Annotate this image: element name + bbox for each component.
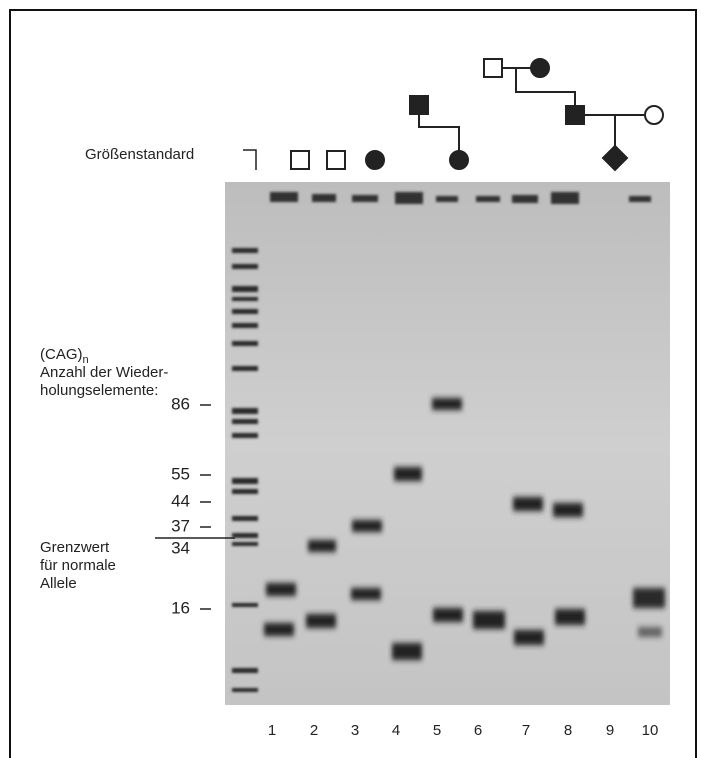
lane-number: 6 [474, 722, 482, 739]
wells [270, 192, 651, 204]
size-labels: 86 55 44 37 34 16 [171, 394, 211, 617]
line [515, 68, 576, 106]
filled-circle [365, 150, 385, 170]
filled-circle [530, 58, 550, 78]
open-circle [644, 105, 664, 125]
size-label: 55 [171, 464, 190, 483]
repeat-text: (CAG) [40, 346, 83, 363]
open-square [483, 58, 503, 78]
open-square [290, 150, 310, 170]
pedigree [290, 58, 664, 172]
line [418, 114, 460, 151]
filled-square [565, 105, 585, 125]
lane-numbers: 1 2 3 4 5 6 7 8 9 10 [268, 722, 659, 739]
size-label: 34 [171, 538, 190, 557]
repeat-label: (CAG)n [40, 346, 89, 366]
lane-number: 5 [433, 722, 441, 739]
lane-number: 8 [564, 722, 572, 739]
repeat-subscript: n [83, 354, 89, 366]
size-label: 16 [171, 598, 190, 617]
lane-number: 10 [642, 722, 659, 739]
open-square [326, 150, 346, 170]
lane-number: 9 [606, 722, 614, 739]
threshold-label: Allele [40, 575, 77, 592]
lane-number: 1 [268, 722, 276, 739]
lane-number: 3 [351, 722, 359, 739]
axis-title: holungselemente: [40, 382, 158, 399]
filled-diamond [601, 144, 629, 172]
lane-number: 2 [310, 722, 318, 739]
ladder [232, 248, 258, 692]
size-label: 44 [171, 491, 190, 510]
axis-title: Anzahl der Wieder- [40, 364, 168, 381]
filled-square [409, 95, 429, 115]
threshold-label: Grenzwert [40, 539, 110, 556]
threshold-label: für normale [40, 557, 116, 574]
lane-number: 4 [392, 722, 400, 739]
bracket [243, 149, 257, 170]
frame [9, 9, 697, 758]
size-label: 37 [171, 516, 190, 535]
size-label: 86 [171, 394, 190, 413]
filled-circle [449, 150, 469, 170]
bands [264, 398, 665, 660]
size-standard: Größenstandard [85, 146, 194, 163]
lane-number: 7 [522, 722, 530, 739]
